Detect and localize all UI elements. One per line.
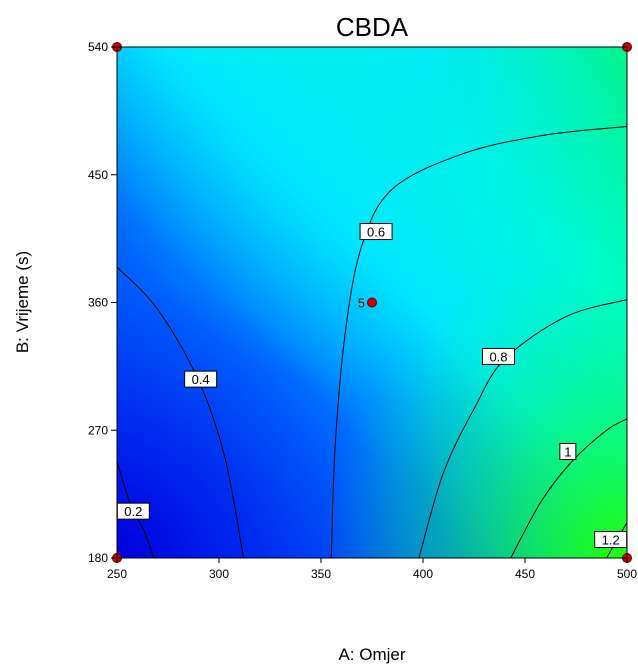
y-tick-label: 540: [88, 40, 108, 54]
contour-label: 0.6: [359, 223, 393, 241]
contour-line-0-8: [418, 299, 627, 558]
y-tick-label: 360: [88, 296, 108, 310]
x-tick-label: 250: [107, 567, 127, 581]
x-tick-label: 450: [515, 567, 535, 581]
contour-label: 0.2: [116, 502, 150, 520]
y-tick-label: 270: [88, 423, 108, 437]
contour-label-box: [184, 370, 218, 388]
contour-label-text: 1: [564, 445, 571, 460]
y-axis: 180 270 360 450 540: [88, 40, 117, 565]
x-tick-label: 500: [617, 567, 637, 581]
y-tick-label: 450: [88, 168, 108, 182]
contour-label-box: [559, 443, 577, 461]
y-axis-title: B: Vrijeme (s): [13, 251, 32, 353]
contour-label-text: 1.2: [602, 533, 620, 548]
x-tick-label: 400: [413, 567, 433, 581]
x-tick-label: 350: [311, 567, 331, 581]
contour-label-text: 0.8: [489, 349, 507, 364]
contour-label-text: 0.6: [367, 225, 385, 240]
contour-label-box: [481, 347, 515, 365]
x-tick-label: 300: [209, 567, 229, 581]
x-axis: 250 300 350 400 450 500: [107, 558, 637, 581]
contour-label: 1.2: [594, 531, 628, 549]
contour-label: 0.8: [481, 347, 515, 365]
design-point-label: 5: [358, 296, 365, 311]
x-axis-title: A: Omjer: [338, 645, 405, 664]
design-point: [367, 297, 377, 308]
y-tick-label: 180: [88, 551, 108, 565]
contour-label-text: 0.2: [124, 504, 142, 519]
contour-label: 1: [559, 443, 577, 461]
contour-line-1: [510, 418, 627, 558]
contour-label-box: [359, 223, 393, 241]
contour-label: 0.4: [184, 370, 218, 388]
contour-labels: 0.2 0.4 0.6 0.8 1 1.2: [116, 223, 628, 549]
chart-title: CBDA: [336, 12, 409, 42]
contour-label-text: 0.4: [192, 372, 210, 387]
